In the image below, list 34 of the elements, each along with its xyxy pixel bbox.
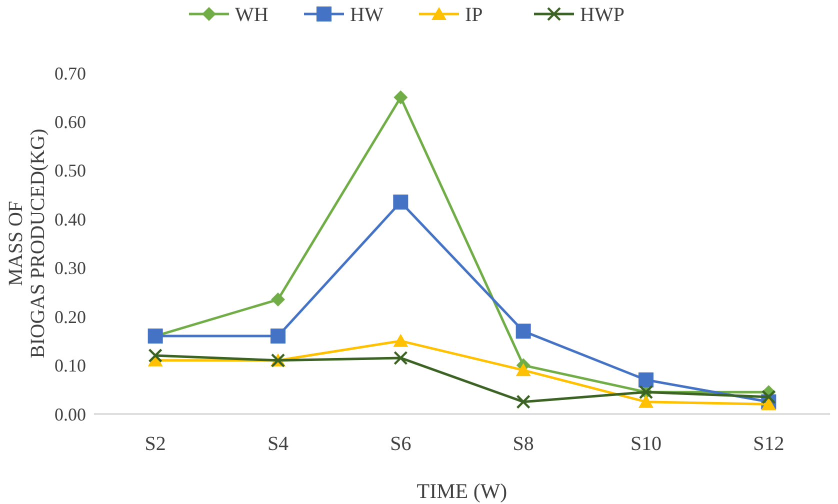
x-tick-label: S6 — [390, 433, 412, 455]
point — [271, 292, 285, 307]
legend-label: WH — [235, 4, 268, 26]
x-tick-label: S8 — [512, 433, 534, 455]
y-tick-label: 0.60 — [54, 112, 86, 132]
x-tick-label: S12 — [753, 433, 784, 455]
y-axis-title: MASS OF BIOGAS PRODUCED(KG) — [5, 128, 49, 358]
point — [516, 394, 530, 409]
x-tick-label: S4 — [267, 433, 289, 455]
x-tick-label: S10 — [630, 433, 662, 455]
legend-label: HW — [350, 4, 384, 26]
y-tick-label: 0.00 — [54, 404, 86, 424]
point — [394, 350, 408, 366]
point — [393, 194, 408, 210]
point — [762, 390, 776, 404]
legend-label: IP — [465, 4, 483, 26]
y-tick-label: 0.40 — [54, 209, 86, 230]
point — [270, 328, 286, 344]
x-tick-label: S2 — [144, 433, 166, 455]
point — [516, 324, 531, 339]
y-tick-label: 0.20 — [54, 306, 86, 327]
y-tick-label: 0.70 — [54, 63, 86, 84]
point — [761, 397, 776, 410]
point — [638, 394, 654, 408]
point — [393, 334, 408, 347]
y-tick-label: 0.50 — [54, 160, 86, 181]
point — [394, 90, 408, 104]
y-tick-label: 0.10 — [54, 356, 86, 376]
point — [148, 348, 162, 363]
y-tick-label: 0.30 — [54, 258, 86, 278]
point — [638, 372, 654, 388]
legend-label: HWP — [580, 4, 624, 26]
x-axis-title: TIME (W) — [416, 479, 508, 503]
point — [516, 363, 531, 376]
